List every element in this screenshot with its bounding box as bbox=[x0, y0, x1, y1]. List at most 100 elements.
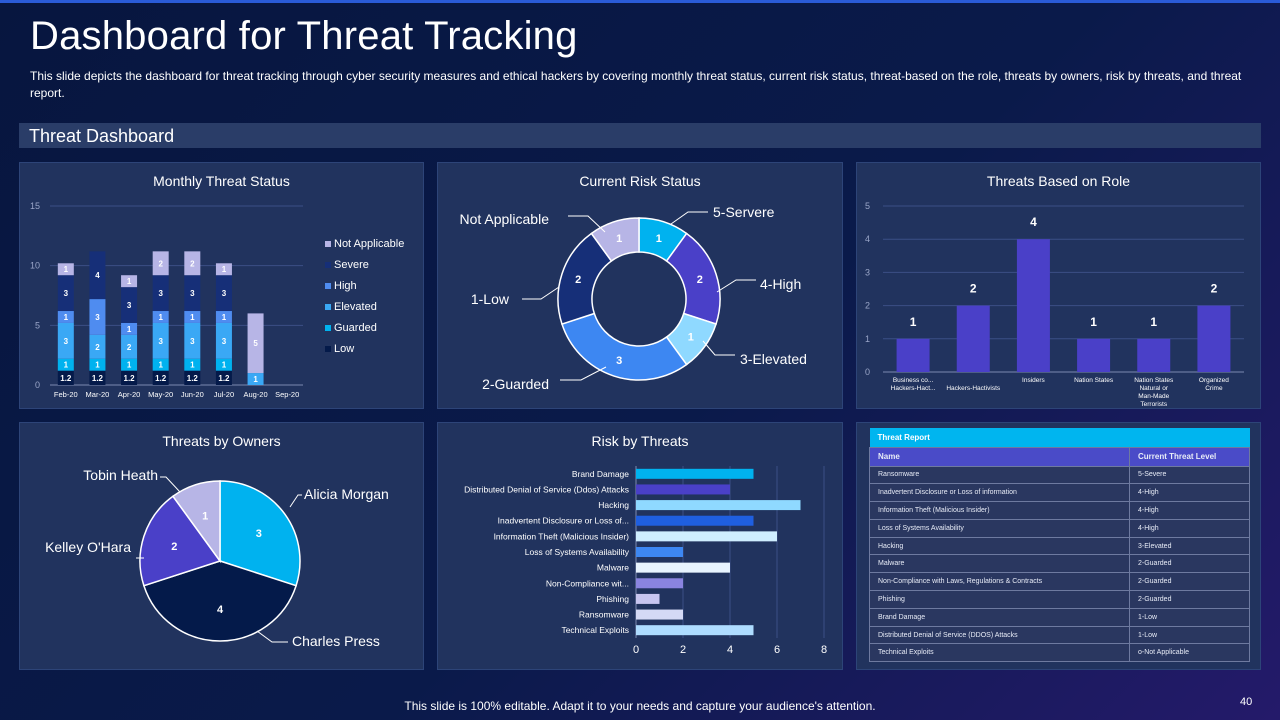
bar-segment bbox=[57, 311, 74, 323]
data-label: 2 bbox=[158, 259, 163, 268]
slice-category-label: 1-Low bbox=[471, 291, 510, 307]
slice-value-label: 2 bbox=[697, 274, 703, 286]
x-tick-label: Organized Crime bbox=[1199, 377, 1229, 392]
data-label: 2 bbox=[127, 343, 132, 352]
leader-line bbox=[160, 476, 181, 493]
report-row-name: Hacking bbox=[869, 536, 1130, 556]
x-tick-label: Jun-20 bbox=[181, 390, 204, 399]
role-bar-chart: 0 1 2 3 4 5 1 Business co... Hackers-Hact... 2 Hac… bbox=[865, 201, 1244, 408]
legend-swatch bbox=[325, 325, 331, 331]
x-tick-label: 4 bbox=[727, 644, 733, 656]
bar-segment bbox=[184, 358, 201, 371]
bar-segment bbox=[184, 370, 201, 385]
bar-segment bbox=[152, 311, 169, 323]
data-label: 1 bbox=[64, 265, 69, 274]
y-tick-label: 0 bbox=[865, 367, 870, 377]
role-chart-title: Threats Based on Role bbox=[986, 173, 1131, 189]
bar-segment bbox=[247, 373, 264, 385]
y-tick-label: Technical Exploits bbox=[561, 625, 629, 635]
bar-segment bbox=[121, 358, 138, 371]
monthly-threat-status-panel: Monthly Threat Status 0 5 10 15 Feb-20 1.2 1 3 1… bbox=[19, 162, 424, 409]
data-label: 5 bbox=[253, 339, 258, 348]
x-tick-label: Nation States Natural or Man-Made Terrorist… bbox=[1134, 377, 1174, 408]
y-tick-label: Phishing bbox=[596, 594, 629, 604]
report-row-name: Loss of Systems Availability bbox=[869, 518, 1130, 538]
slice-value-label: 2 bbox=[575, 274, 581, 286]
monthly-chart-title: Monthly Threat Status bbox=[153, 173, 290, 189]
data-label: 2 bbox=[95, 343, 100, 352]
risk-chart-title: Current Risk Status bbox=[579, 173, 701, 189]
leader-line bbox=[568, 215, 606, 233]
y-tick-label: Loss of Systems Availability bbox=[525, 547, 630, 557]
donut-slice bbox=[590, 217, 640, 263]
data-label: 1 bbox=[95, 361, 100, 370]
legend-swatch bbox=[325, 346, 331, 352]
slice-value-label: 2 bbox=[171, 541, 177, 553]
section-title: Threat Dashboard bbox=[29, 126, 175, 146]
top-accent-line bbox=[0, 0, 1280, 3]
report-row-level: 2-Guarded bbox=[1129, 572, 1250, 592]
data-label: 1 bbox=[158, 313, 163, 322]
table-row: Hacking 3-Elevated bbox=[869, 536, 1250, 556]
slice-value-label: 1 bbox=[688, 332, 694, 344]
current-risk-status-panel: Current Risk Status 1 5-Servere 2 4-High 1 3-… bbox=[437, 162, 843, 409]
data-label: 1.2 bbox=[60, 374, 72, 383]
slice-value-label: 1 bbox=[202, 510, 208, 522]
report-row-name: Technical Exploits bbox=[869, 643, 1130, 663]
legend-swatch bbox=[325, 304, 331, 310]
data-label: 1 bbox=[222, 361, 227, 370]
pie-slice bbox=[142, 560, 298, 642]
x-tick-label: 6 bbox=[774, 644, 780, 656]
bar bbox=[636, 468, 754, 479]
report-row-level: 5-Severe bbox=[1129, 465, 1250, 485]
slice-value-label: 3 bbox=[256, 528, 262, 540]
y-tick-label: Non-Compliance wit... bbox=[546, 578, 629, 588]
data-label: 1.2 bbox=[124, 374, 136, 383]
x-tick-label: 2 bbox=[680, 644, 686, 656]
slice-category-label: 5-Servere bbox=[713, 204, 775, 220]
data-label: 1 bbox=[64, 313, 69, 322]
slice-value-label: 1 bbox=[656, 233, 662, 245]
report-row-level: 2-Guarded bbox=[1129, 590, 1250, 609]
leader-line bbox=[716, 279, 756, 293]
data-label: 1 bbox=[64, 361, 69, 370]
bar-segment bbox=[89, 370, 106, 385]
monthly-threat-chart: 051015Feb-201.213131Mar-201.21234Apr-201… bbox=[30, 201, 404, 399]
x-tick-label: May-20 bbox=[148, 390, 173, 399]
data-label: 1.2 bbox=[155, 374, 167, 383]
bar bbox=[1137, 338, 1171, 372]
bar-segment bbox=[152, 275, 169, 312]
data-label: 3 bbox=[64, 289, 69, 298]
data-label: 1 bbox=[253, 375, 258, 384]
table-row: Malware 2-Guarded bbox=[869, 554, 1250, 574]
bar bbox=[636, 547, 683, 557]
data-label: 3 bbox=[158, 289, 163, 298]
data-label: 3 bbox=[222, 289, 227, 298]
data-label: 4 bbox=[95, 271, 100, 280]
report-row-level: 4-High bbox=[1129, 501, 1250, 520]
page-description: This slide depicts the dashboard for thr… bbox=[30, 69, 1242, 100]
bar bbox=[636, 609, 683, 620]
table-row: Technical Exploits o-Not Applicable bbox=[869, 643, 1250, 663]
threats-based-on-role-panel: Threats Based on Role 0 1 2 3 4 5 1 Business co… bbox=[856, 162, 1261, 409]
x-tick-label: Nation States bbox=[1074, 377, 1114, 384]
bar-segment bbox=[121, 322, 138, 335]
leader-line bbox=[256, 630, 288, 643]
legend-label: High bbox=[334, 280, 357, 292]
leader-line bbox=[289, 494, 302, 508]
owners-chart-title: Threats by Owners bbox=[162, 433, 281, 449]
bar-segment bbox=[152, 251, 169, 276]
threat-report-table: Threat Report Name Current Threat Level … bbox=[869, 428, 1250, 663]
bar bbox=[636, 484, 730, 495]
report-row-level: 3-Elevated bbox=[1129, 536, 1250, 556]
bar-segment bbox=[152, 322, 169, 359]
data-label: 1 bbox=[127, 325, 132, 334]
bar-segment bbox=[184, 322, 201, 359]
data-label: 2 bbox=[970, 282, 977, 296]
data-label: 3 bbox=[127, 301, 132, 310]
bar-segment bbox=[89, 358, 106, 371]
bar bbox=[636, 562, 730, 573]
bar-segment bbox=[215, 370, 232, 385]
y-tick-label: 0 bbox=[35, 380, 40, 390]
data-label: 1 bbox=[910, 315, 917, 329]
